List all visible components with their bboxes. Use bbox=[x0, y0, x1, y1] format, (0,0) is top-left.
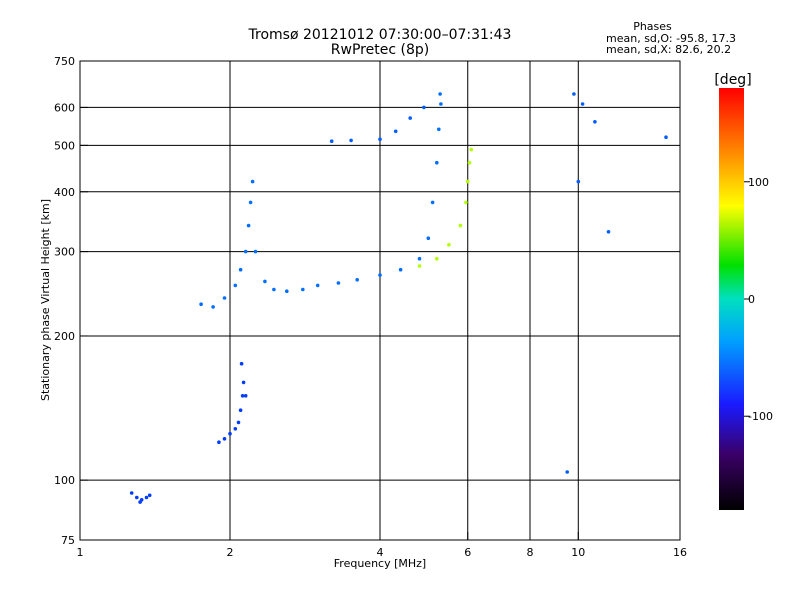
y-tick-label: 300 bbox=[54, 246, 75, 259]
x-tick-label: 6 bbox=[464, 546, 471, 559]
colorbar-ticks: 100 0 -100 bbox=[744, 176, 773, 423]
grid-lines bbox=[80, 61, 680, 540]
colorbar-tick-label: 100 bbox=[748, 176, 769, 189]
stats-x-mode: mean, sd,X: 82.6, 20.2 bbox=[606, 43, 732, 56]
data-point bbox=[147, 493, 152, 498]
data-point bbox=[240, 394, 245, 398]
data-point bbox=[285, 289, 289, 294]
y-tick-label: 75 bbox=[61, 534, 75, 547]
data-point bbox=[435, 256, 439, 261]
y-tick-label: 200 bbox=[54, 330, 75, 343]
data-point bbox=[233, 283, 238, 288]
data-point bbox=[336, 281, 341, 285]
data-point bbox=[222, 296, 227, 300]
data-point bbox=[248, 200, 253, 205]
data-point bbox=[349, 138, 353, 143]
x-tick-label: 2 bbox=[227, 546, 234, 559]
data-point bbox=[437, 127, 441, 132]
data-point bbox=[228, 431, 232, 436]
data-point bbox=[438, 92, 442, 96]
data-point bbox=[217, 440, 221, 445]
x-tick-label: 8 bbox=[527, 546, 534, 559]
data-point bbox=[439, 102, 443, 106]
stats-title: Phases bbox=[633, 20, 672, 33]
colorbar-tick-label: 0 bbox=[748, 293, 755, 306]
x-axis-label: Frequency [MHz] bbox=[334, 557, 426, 570]
data-point bbox=[664, 135, 668, 139]
data-point bbox=[430, 200, 435, 205]
data-point bbox=[243, 249, 248, 254]
data-point bbox=[447, 243, 451, 247]
data-point bbox=[435, 160, 439, 165]
data-point bbox=[378, 137, 382, 141]
y-tick-label: 500 bbox=[54, 139, 75, 152]
axis-ticks: 1 2 4 6 8 10 16 75 100 200 300 400 500 600 750 bbox=[54, 55, 687, 559]
data-point bbox=[246, 223, 251, 228]
x-tick-label: 1 bbox=[77, 546, 84, 559]
data-point bbox=[565, 470, 569, 474]
data-point bbox=[458, 223, 463, 228]
data-point bbox=[465, 179, 470, 184]
y-axis-label: Stationary phase Virtual Height [km] bbox=[39, 199, 52, 401]
x-tick-label: 16 bbox=[673, 546, 687, 559]
chart-subtitle: RwPretec (8p) bbox=[331, 42, 429, 58]
colorbar bbox=[719, 88, 744, 510]
data-point bbox=[129, 491, 134, 495]
data-point bbox=[408, 116, 413, 120]
data-point bbox=[378, 273, 382, 277]
data-point bbox=[355, 278, 360, 282]
data-point bbox=[398, 267, 403, 272]
data-point bbox=[467, 160, 472, 165]
x-tick-label: 4 bbox=[377, 546, 384, 559]
data-point bbox=[315, 283, 320, 288]
data-point bbox=[239, 361, 244, 366]
data-point bbox=[417, 256, 422, 261]
data-point bbox=[593, 120, 597, 124]
data-point bbox=[233, 427, 238, 431]
data-point bbox=[272, 287, 276, 292]
data-point bbox=[301, 287, 305, 292]
data-point bbox=[464, 200, 468, 205]
y-tick-label: 100 bbox=[54, 474, 75, 487]
data-point bbox=[222, 437, 227, 441]
data-point bbox=[580, 102, 585, 106]
data-point bbox=[144, 495, 149, 500]
scatter-points bbox=[129, 92, 668, 504]
data-point bbox=[426, 236, 431, 240]
colorbar-tick-label: -100 bbox=[748, 410, 773, 423]
data-point bbox=[253, 249, 258, 254]
data-point bbox=[606, 230, 611, 234]
data-point bbox=[211, 305, 215, 309]
colorbar-label: [deg] bbox=[714, 72, 751, 88]
data-point bbox=[422, 105, 426, 110]
data-point bbox=[576, 179, 581, 184]
data-point bbox=[135, 495, 139, 500]
data-point bbox=[250, 179, 255, 184]
data-point bbox=[241, 380, 246, 385]
data-point bbox=[138, 500, 142, 504]
data-point bbox=[243, 394, 248, 398]
data-point bbox=[236, 420, 241, 425]
data-point bbox=[238, 267, 243, 272]
y-tick-label: 400 bbox=[54, 186, 75, 199]
data-point bbox=[417, 264, 422, 268]
data-point bbox=[199, 302, 203, 307]
y-tick-label: 600 bbox=[54, 101, 75, 114]
y-tick-label: 750 bbox=[54, 55, 75, 68]
data-point bbox=[469, 147, 474, 152]
data-point bbox=[393, 129, 398, 134]
data-point bbox=[329, 139, 334, 143]
data-point bbox=[572, 92, 576, 96]
data-point bbox=[238, 408, 243, 413]
data-point bbox=[263, 279, 267, 284]
x-tick-label: 10 bbox=[571, 546, 585, 559]
chart-title: Tromsø 20121012 07:30:00–07:31:43 bbox=[248, 27, 512, 43]
stats-o-mode: mean, sd,O: -95.8, 17.3 bbox=[606, 32, 737, 45]
